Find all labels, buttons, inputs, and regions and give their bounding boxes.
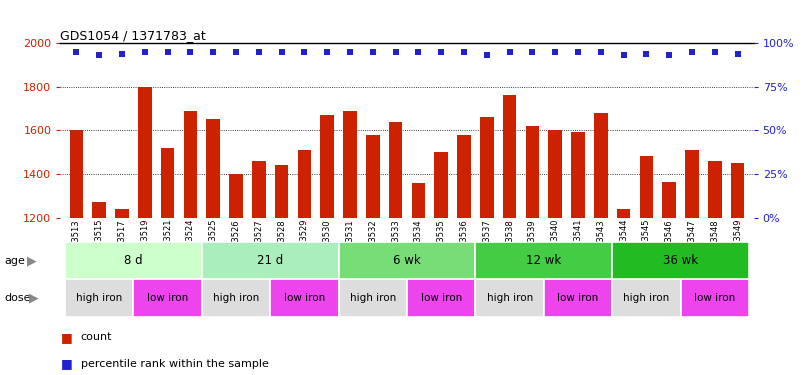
Bar <box>640 156 654 218</box>
Text: 8 d: 8 d <box>124 254 143 267</box>
Point <box>275 49 288 55</box>
Point <box>708 49 721 55</box>
Point <box>93 53 106 58</box>
Bar <box>731 163 745 218</box>
Bar <box>115 209 129 218</box>
Point <box>298 49 311 55</box>
Bar <box>617 209 630 218</box>
Text: ▶: ▶ <box>29 292 39 304</box>
Point <box>207 49 220 55</box>
Text: 36 wk: 36 wk <box>663 254 698 267</box>
Point <box>549 49 562 55</box>
Text: ■: ■ <box>60 357 73 370</box>
Text: low iron: low iron <box>558 293 599 303</box>
Text: ▶: ▶ <box>27 254 36 267</box>
Bar <box>93 202 106 217</box>
Bar <box>206 119 220 218</box>
Point <box>663 53 675 58</box>
Point <box>412 49 425 55</box>
Bar <box>229 174 243 217</box>
Bar <box>297 150 311 217</box>
Bar <box>663 182 676 218</box>
Text: low iron: low iron <box>284 293 325 303</box>
Text: ■: ■ <box>60 331 73 344</box>
Bar <box>252 161 266 218</box>
Point <box>571 49 584 55</box>
Text: high iron: high iron <box>213 293 260 303</box>
Point <box>480 53 493 58</box>
Bar <box>613 279 680 317</box>
Bar <box>503 96 517 218</box>
Bar <box>202 279 270 317</box>
Bar <box>571 132 585 218</box>
Bar <box>270 279 339 317</box>
Point <box>458 49 471 55</box>
Bar <box>480 117 493 218</box>
Text: dose: dose <box>4 293 31 303</box>
Bar <box>69 130 83 218</box>
Bar <box>476 242 613 279</box>
Point <box>617 53 630 58</box>
Bar <box>339 242 476 279</box>
Text: low iron: low iron <box>694 293 735 303</box>
Text: high iron: high iron <box>350 293 396 303</box>
Bar <box>275 165 289 218</box>
Bar <box>613 242 749 279</box>
Point <box>526 49 539 55</box>
Point <box>434 49 447 55</box>
Bar <box>526 126 539 218</box>
Bar <box>65 279 134 317</box>
Point <box>139 49 152 55</box>
Bar <box>65 242 202 279</box>
Text: age: age <box>4 256 25 266</box>
Point <box>161 49 174 55</box>
Point <box>343 49 356 55</box>
Bar <box>339 279 407 317</box>
Text: low iron: low iron <box>147 293 189 303</box>
Bar <box>548 130 562 218</box>
Text: high iron: high iron <box>487 293 533 303</box>
Point <box>252 49 265 55</box>
Bar <box>388 122 402 218</box>
Bar <box>343 111 357 218</box>
Point <box>731 51 744 57</box>
Bar <box>476 279 544 317</box>
Point <box>503 49 516 55</box>
Bar <box>412 183 426 218</box>
Bar <box>680 279 749 317</box>
Bar <box>457 135 471 218</box>
Bar <box>138 87 152 218</box>
Text: 6 wk: 6 wk <box>393 254 421 267</box>
Bar <box>544 279 613 317</box>
Text: high iron: high iron <box>623 293 670 303</box>
Bar <box>708 161 721 218</box>
Point <box>389 49 402 55</box>
Point <box>70 49 83 55</box>
Point <box>367 49 380 55</box>
Text: low iron: low iron <box>421 293 462 303</box>
Text: 12 wk: 12 wk <box>526 254 562 267</box>
Bar <box>594 113 608 218</box>
Point <box>686 49 699 55</box>
Bar <box>407 279 476 317</box>
Text: count: count <box>81 333 112 342</box>
Point <box>230 49 243 55</box>
Bar <box>434 152 448 217</box>
Bar <box>184 111 197 218</box>
Bar <box>366 135 380 218</box>
Bar <box>685 150 699 217</box>
Bar <box>160 148 174 217</box>
Bar <box>134 279 202 317</box>
Text: GDS1054 / 1371783_at: GDS1054 / 1371783_at <box>60 29 206 42</box>
Point <box>184 49 197 55</box>
Text: percentile rank within the sample: percentile rank within the sample <box>81 359 268 369</box>
Text: high iron: high iron <box>76 293 123 303</box>
Text: 21 d: 21 d <box>257 254 284 267</box>
Point <box>594 49 607 55</box>
Bar <box>202 242 339 279</box>
Point <box>321 49 334 55</box>
Point <box>640 51 653 57</box>
Point <box>115 51 128 57</box>
Bar <box>320 115 334 218</box>
